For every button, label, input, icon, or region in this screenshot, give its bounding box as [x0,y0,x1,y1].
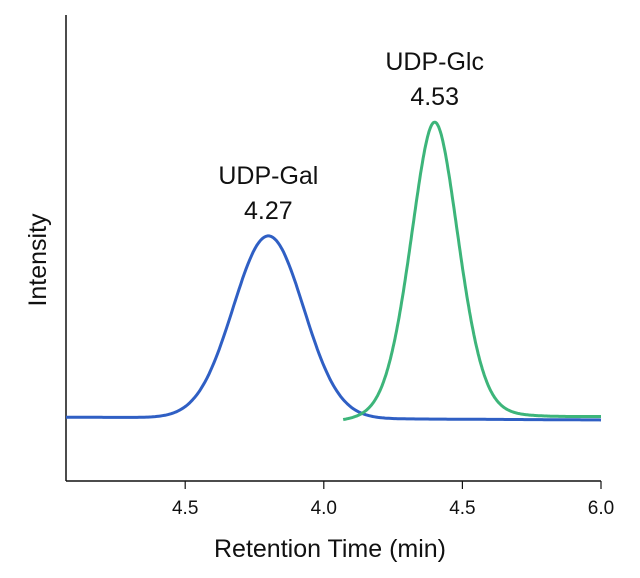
x-tick-label: 4.0 [311,498,337,519]
peak-name-label: UDP-Gal [218,162,318,190]
x-axis-label: Retention Time (min) [214,535,446,563]
y-axis-label: Intensity [24,213,52,307]
x-tick-label: 6.0 [588,498,614,519]
peak-name-label: UDP-Glc [385,48,484,76]
peak-rt-label: 4.53 [410,83,459,111]
x-tick-label: 4.5 [449,498,475,519]
series-line-udp-glc [342,120,602,422]
x-tick-label: 4.5 [172,498,198,519]
series-line-udp-gal [66,234,602,422]
peak-rt-label: 4.27 [244,197,293,225]
